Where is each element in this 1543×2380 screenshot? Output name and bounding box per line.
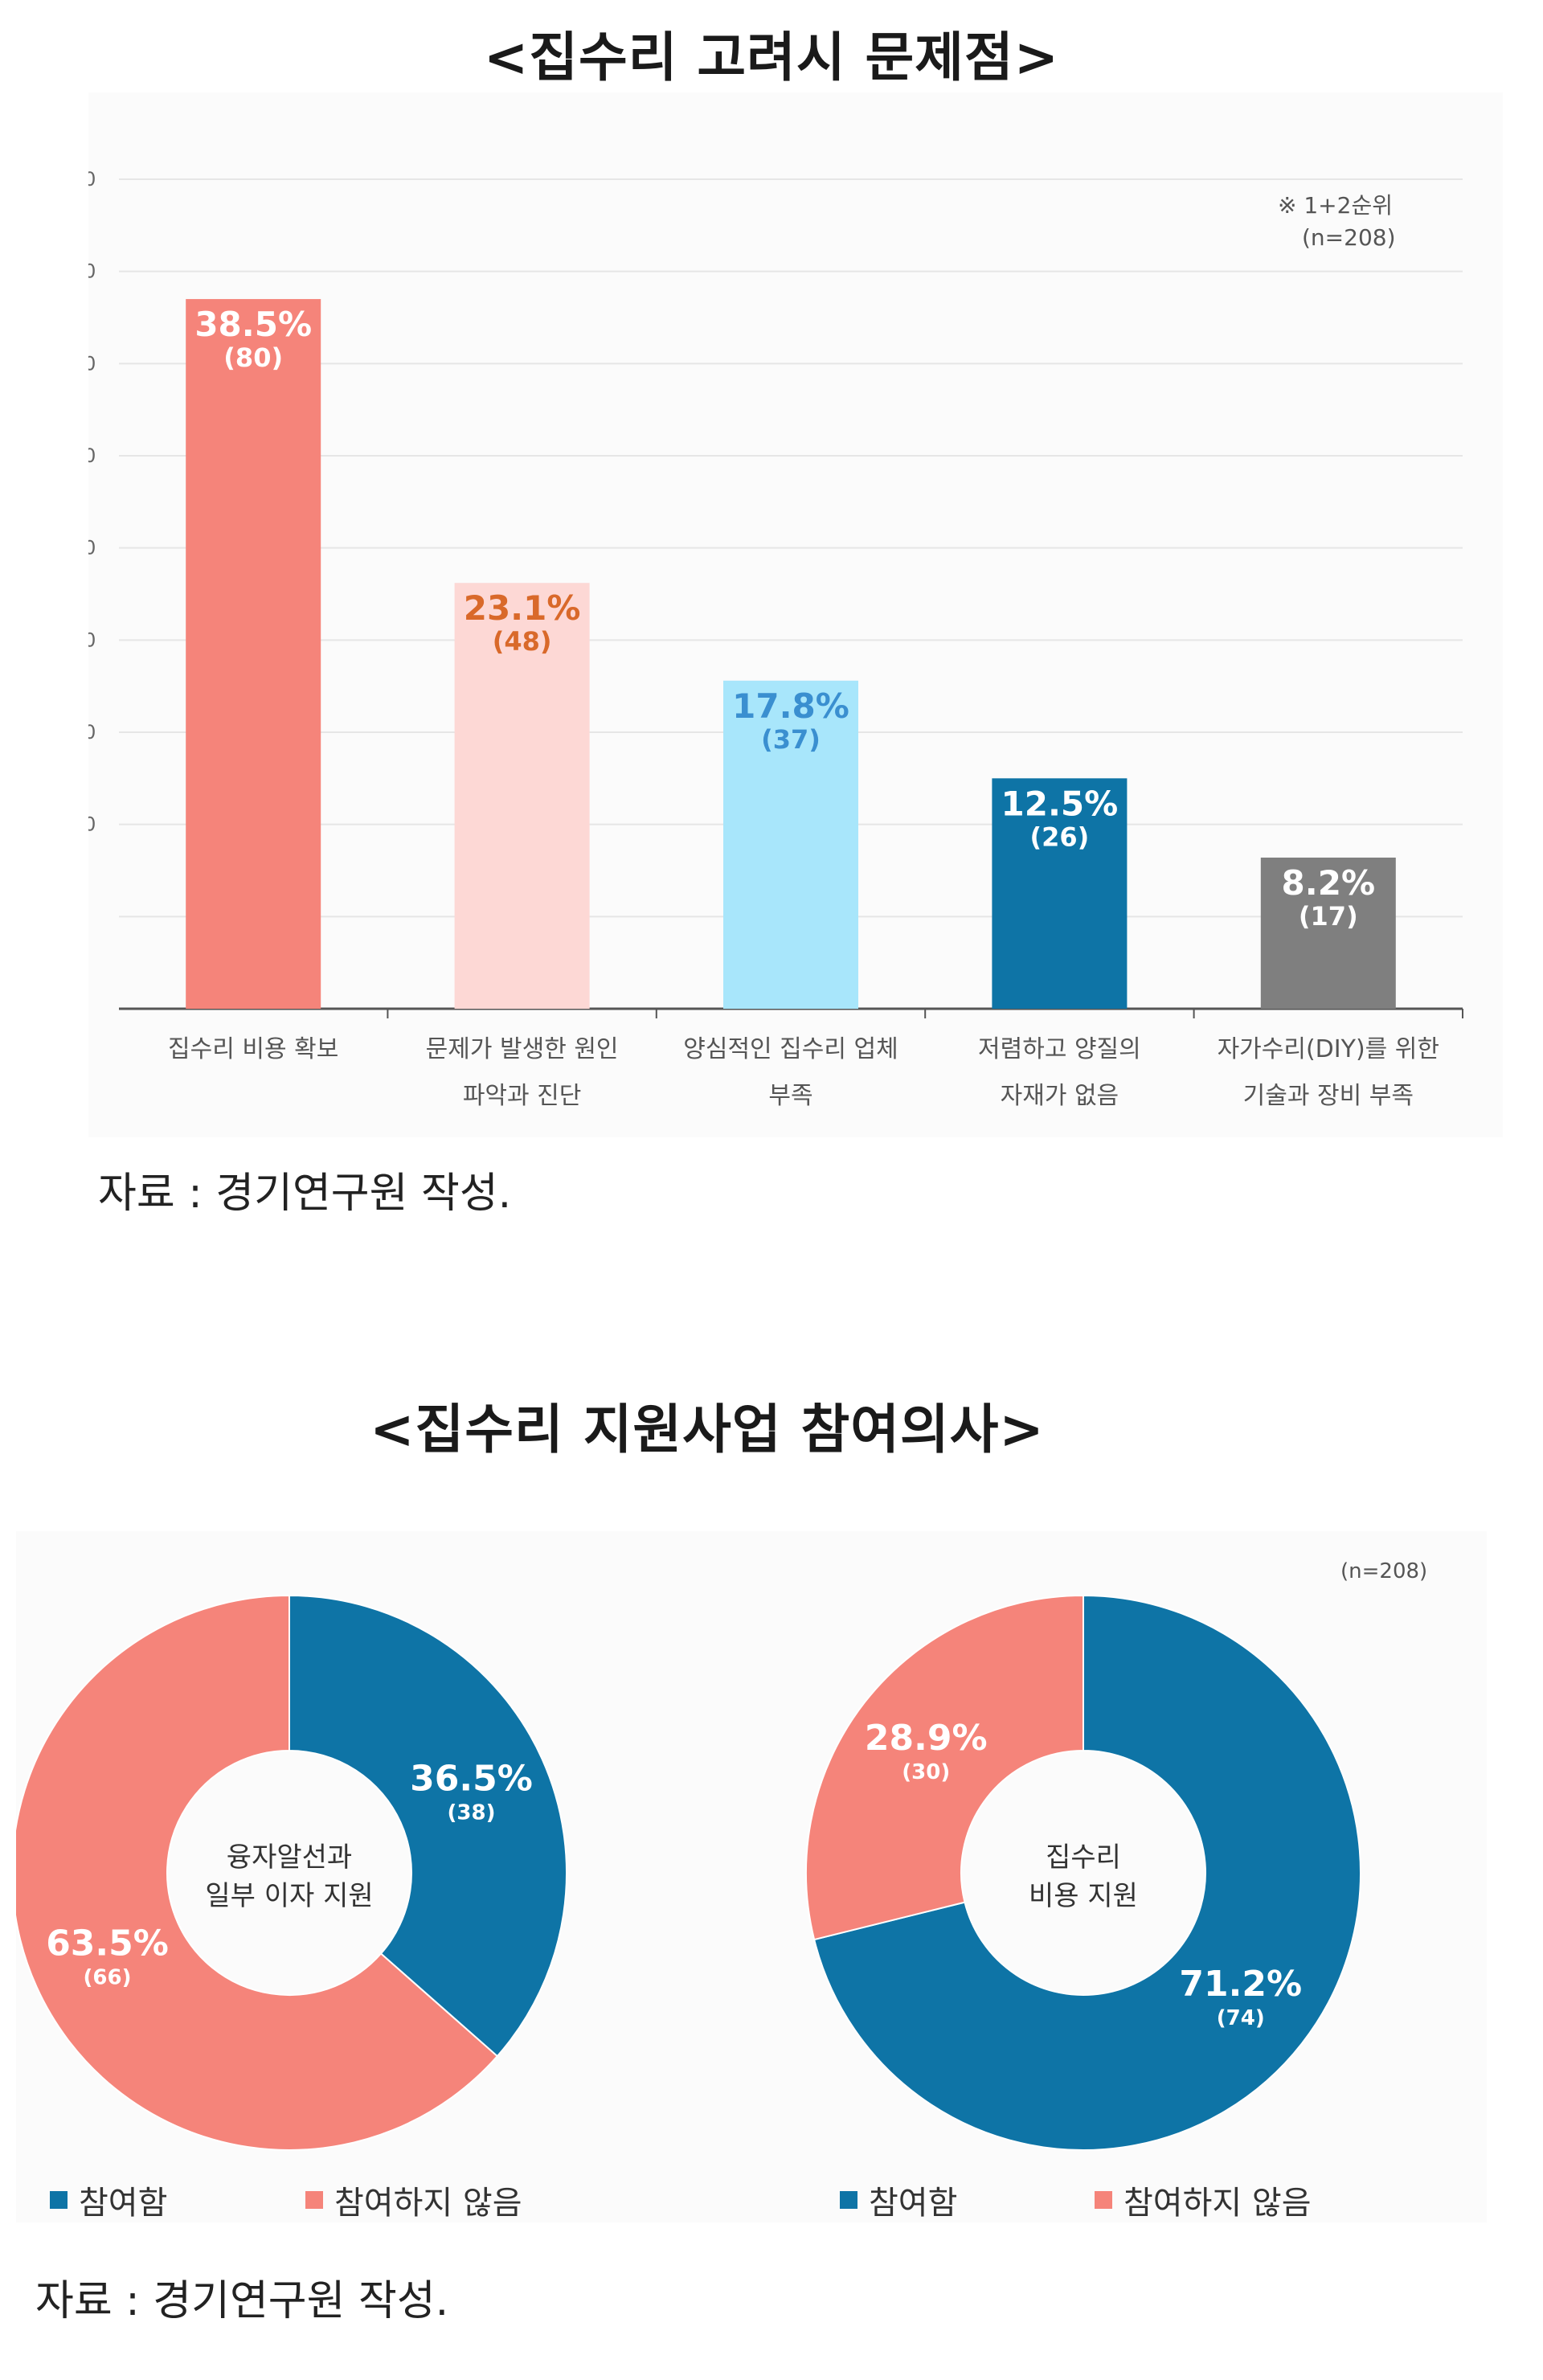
slice-value-label: 36.5% bbox=[410, 1759, 533, 1800]
legend-right-not-participate: 참여하지 않음 bbox=[1095, 2177, 1312, 2223]
bar bbox=[723, 680, 858, 1009]
bar-value-label: 38.5% bbox=[194, 305, 312, 344]
y-tick-label: 45.0 bbox=[88, 168, 96, 190]
bar-value-label: 8.2% bbox=[1282, 863, 1375, 903]
x-category-label: 양심적인 집수리 업체 bbox=[683, 1035, 898, 1063]
x-category-label: 자가수리(DIY)를 위한 bbox=[1218, 1035, 1439, 1063]
legend-label-participate: 참여함 bbox=[869, 2185, 958, 2222]
x-category-label: 자재가 없음 bbox=[1001, 1082, 1119, 1110]
y-tick-label: 15.0 bbox=[88, 721, 96, 743]
donut-center-label: 비용 지원 bbox=[1029, 1880, 1138, 1912]
donut-center-label: 집수리 bbox=[1046, 1841, 1121, 1874]
legend-label-not-participate: 참여하지 않음 bbox=[334, 2185, 522, 2222]
slice-count-label: (30) bbox=[902, 1760, 950, 1784]
donut-slice bbox=[289, 1594, 567, 2058]
slice-count-label: (74) bbox=[1217, 2006, 1265, 2030]
legend-swatch-participate bbox=[50, 2191, 68, 2209]
bar-count-label: (37) bbox=[761, 724, 821, 755]
y-tick-label: 20.0 bbox=[88, 629, 96, 651]
n-label: (n=208) bbox=[1340, 1559, 1427, 1583]
bar bbox=[186, 299, 321, 1010]
legend-swatch-participate bbox=[840, 2191, 857, 2209]
bar-chart: 0.05.010.015.020.025.030.035.040.045.0※ … bbox=[53, 168, 1463, 1110]
bar bbox=[992, 778, 1128, 1009]
y-tick-label: 30.0 bbox=[88, 444, 96, 467]
slice-value-label: 63.5% bbox=[46, 1923, 169, 1964]
legend-right-participate: 참여함 bbox=[840, 2177, 957, 2223]
y-tick-label: 25.0 bbox=[88, 537, 96, 559]
x-category-label: 집수리 비용 확보 bbox=[168, 1035, 338, 1063]
donut-center-label: 융자알선과 bbox=[227, 1841, 352, 1874]
x-category-label: 문제가 발생한 원인 bbox=[426, 1035, 619, 1063]
bar-count-label: (80) bbox=[223, 342, 283, 373]
legend-label-participate: 참여함 bbox=[79, 2185, 168, 2222]
bar-value-label: 12.5% bbox=[1001, 784, 1119, 823]
slice-count-label: (66) bbox=[84, 1965, 132, 1989]
y-tick-label: 35.0 bbox=[88, 352, 96, 375]
donut-slice bbox=[11, 1594, 499, 2151]
slice-value-label: 71.2% bbox=[1179, 1964, 1302, 2005]
bar-value-label: 17.8% bbox=[732, 686, 849, 726]
pie-chart-title: <집수리 지원사업 참여의사> bbox=[370, 1399, 1045, 1460]
legend-left-not-participate: 참여하지 않음 bbox=[305, 2177, 522, 2223]
source-note-1: 자료 : 경기연구원 작성. bbox=[98, 1170, 512, 1218]
legend-left-participate: 참여함 bbox=[50, 2177, 167, 2223]
bar-count-label: (17) bbox=[1299, 901, 1358, 932]
legend-swatch-not-participate bbox=[1095, 2191, 1112, 2209]
donut-slice bbox=[805, 1594, 1084, 1941]
source-note-2: 자료 : 경기연구원 작성. bbox=[35, 2277, 449, 2325]
chart-note-n: (n=208) bbox=[1302, 224, 1396, 251]
donut-center-label: 일부 이자 지원 bbox=[205, 1880, 373, 1912]
y-tick-label: 40.0 bbox=[88, 260, 96, 283]
slice-count-label: (38) bbox=[448, 1801, 496, 1825]
bar-chart-title: <집수리 고려시 문제점> bbox=[483, 27, 1060, 88]
slice-value-label: 28.9% bbox=[865, 1718, 988, 1759]
bar-count-label: (26) bbox=[1030, 821, 1090, 852]
bar bbox=[454, 583, 590, 1009]
bar-value-label: 23.1% bbox=[464, 588, 581, 628]
x-category-label: 저렴하고 양질의 bbox=[978, 1035, 1141, 1063]
bar-chart-panel: 0.05.010.015.020.025.030.035.040.045.0※ … bbox=[53, 92, 1503, 1137]
legend-label-not-participate: 참여하지 않음 bbox=[1123, 2185, 1312, 2222]
y-tick-label: 10.0 bbox=[88, 813, 96, 836]
donut-slice bbox=[812, 1594, 1361, 2151]
bar bbox=[1260, 857, 1396, 1009]
x-category-label: 부족 bbox=[768, 1082, 812, 1110]
bar-count-label: (48) bbox=[493, 626, 552, 657]
legend-swatch-not-participate bbox=[305, 2191, 323, 2209]
x-category-label: 파악과 진단 bbox=[463, 1082, 582, 1110]
chart-note-rank: ※ 1+2순위 bbox=[1278, 192, 1393, 219]
x-category-label: 기술과 장비 부족 bbox=[1243, 1082, 1414, 1110]
